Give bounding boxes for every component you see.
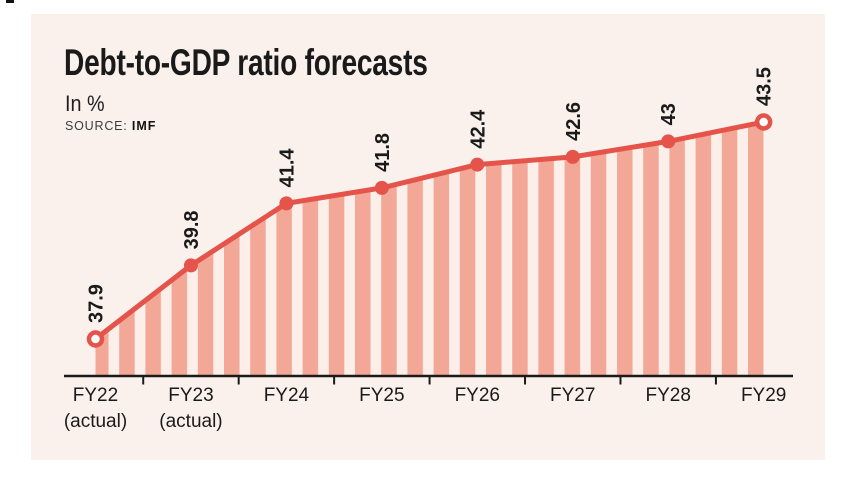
source-line: SOURCE: IMF bbox=[65, 119, 157, 134]
data-point-marker bbox=[374, 180, 389, 195]
x-axis-label: FY22 bbox=[73, 385, 118, 406]
x-axis-label: FY25 bbox=[359, 385, 404, 406]
chart-unit-label: In % bbox=[65, 91, 105, 116]
x-axis-label: (actual) bbox=[159, 411, 222, 432]
x-axis-label: FY29 bbox=[741, 385, 786, 406]
data-point-marker bbox=[661, 134, 676, 149]
source-value: IMF bbox=[131, 119, 157, 133]
data-point-label: 43 bbox=[658, 103, 680, 125]
data-point-label: 41.8 bbox=[372, 133, 394, 172]
trend-line bbox=[93, 119, 767, 342]
x-axis-label: FY28 bbox=[645, 385, 690, 406]
x-axis-label: FY23 bbox=[168, 385, 213, 406]
data-point-label: 42.4 bbox=[467, 109, 489, 149]
data-point-marker bbox=[470, 157, 485, 172]
data-point-label: 41.4 bbox=[276, 148, 298, 188]
x-axis-label: FY26 bbox=[455, 385, 500, 406]
chart-title: Debt-to-GDP ratio forecasts bbox=[64, 42, 428, 83]
data-point-marker bbox=[183, 258, 198, 273]
data-point-marker bbox=[565, 149, 580, 164]
data-point-label: 43.5 bbox=[754, 67, 776, 106]
data-point-label: 37.9 bbox=[86, 284, 108, 323]
x-axis-label: FY24 bbox=[264, 385, 310, 406]
x-axis-label: FY27 bbox=[550, 385, 595, 406]
data-point-marker bbox=[279, 196, 294, 211]
data-point-marker-open bbox=[754, 113, 773, 131]
area-fill bbox=[95, 122, 764, 376]
data-point-label: 42.6 bbox=[563, 102, 585, 141]
source-label: SOURCE: bbox=[65, 119, 128, 133]
x-axis-label: (actual) bbox=[64, 411, 127, 432]
data-point-label: 39.8 bbox=[181, 210, 203, 249]
corner-crop-mark bbox=[6, 0, 14, 3]
data-point-marker-open bbox=[86, 330, 105, 348]
